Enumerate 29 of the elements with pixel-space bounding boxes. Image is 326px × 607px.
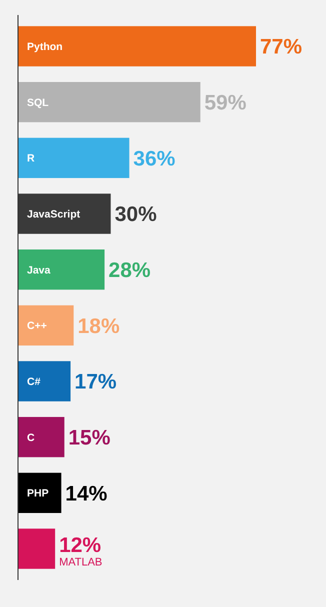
data-label: 18%	[78, 314, 120, 338]
y-tick-label: R	[27, 152, 35, 165]
data-label: 77%	[260, 36, 302, 59]
bar	[18, 82, 200, 122]
bar	[18, 305, 74, 346]
bar	[18, 138, 130, 178]
data-label: 36%	[133, 147, 176, 170]
bar	[18, 472, 62, 514]
bar	[18, 361, 71, 402]
y-tick-label: Python	[27, 40, 63, 53]
y-tick-label: SQL	[27, 96, 50, 109]
data-label: 17%	[74, 370, 117, 394]
data-label: 28%	[108, 258, 151, 282]
bar	[18, 26, 256, 66]
data-label: 30%	[114, 203, 158, 226]
bar	[18, 528, 56, 569]
data-label: 59%	[204, 91, 247, 114]
y-tick-label: C	[27, 432, 35, 444]
bar	[18, 249, 105, 290]
data-label: 14%	[65, 482, 108, 506]
y-tick-label: JavaScript	[27, 208, 81, 220]
y-tick-label: Java	[27, 264, 51, 276]
bar	[18, 416, 64, 458]
y-tick-label: C++	[27, 320, 47, 332]
data-label: 12%	[59, 534, 102, 558]
y-tick-label: MATLAB	[59, 556, 102, 569]
data-label: 15%	[68, 426, 111, 450]
y-tick-label: PHP	[27, 488, 49, 500]
y-tick-label: C#	[27, 376, 41, 388]
